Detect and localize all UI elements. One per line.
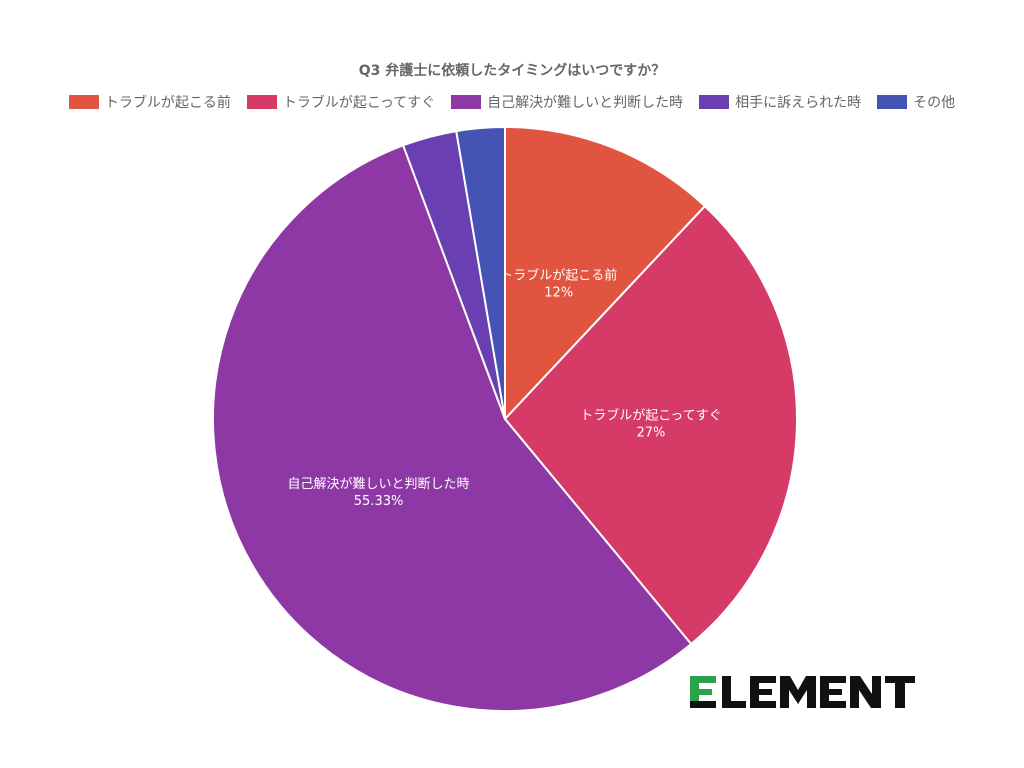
slice-label: トラブルが起こる前	[500, 267, 617, 283]
legend-item[interactable]: 自己解決が難しいと判断した時	[451, 92, 683, 112]
legend-swatch	[699, 95, 730, 109]
legend-label: トラブルが起こってすぐ	[282, 95, 436, 111]
legend-swatch	[877, 95, 908, 109]
slice-value-label: 55.33%	[354, 494, 404, 509]
slice-label: トラブルが起こってすぐ	[580, 408, 721, 424]
pie-slice[interactable]	[504, 125, 707, 422]
legend-label: 相手に訴えられた時	[735, 95, 862, 111]
legend-label: 自己解決が難しいと判断した時	[487, 95, 684, 111]
legend-item[interactable]: トラブルが起こってすぐ	[246, 92, 436, 112]
chart-legend: トラブルが起こる前 トラブルが起こってすぐ 自己解決が難しいと判断した時 相手に…	[0, 92, 1024, 112]
legend-item[interactable]: その他	[877, 92, 955, 112]
chart-title: Q3 弁護士に依頼したタイミングはいつですか？	[358, 63, 666, 79]
legend-item[interactable]: トラブルが起こる前	[68, 92, 231, 112]
pie-slice[interactable]	[212, 144, 693, 712]
pie-slice[interactable]	[455, 125, 506, 420]
legend-swatch	[451, 95, 482, 109]
element-logo	[690, 676, 915, 708]
legend-item[interactable]: 相手に訴えられた時	[699, 92, 861, 112]
logo-mark	[690, 676, 915, 708]
slice-label: 自己解決が難しいと判断した時	[288, 477, 470, 492]
legend-label: その他	[913, 95, 956, 111]
legend-swatch	[68, 95, 99, 109]
slice-value-label: 12%	[544, 285, 573, 300]
legend-label: トラブルが起こる前	[104, 95, 231, 111]
slice-value-label: 27%	[636, 426, 665, 441]
pie-slice[interactable]	[503, 204, 798, 646]
legend-swatch	[246, 95, 277, 109]
